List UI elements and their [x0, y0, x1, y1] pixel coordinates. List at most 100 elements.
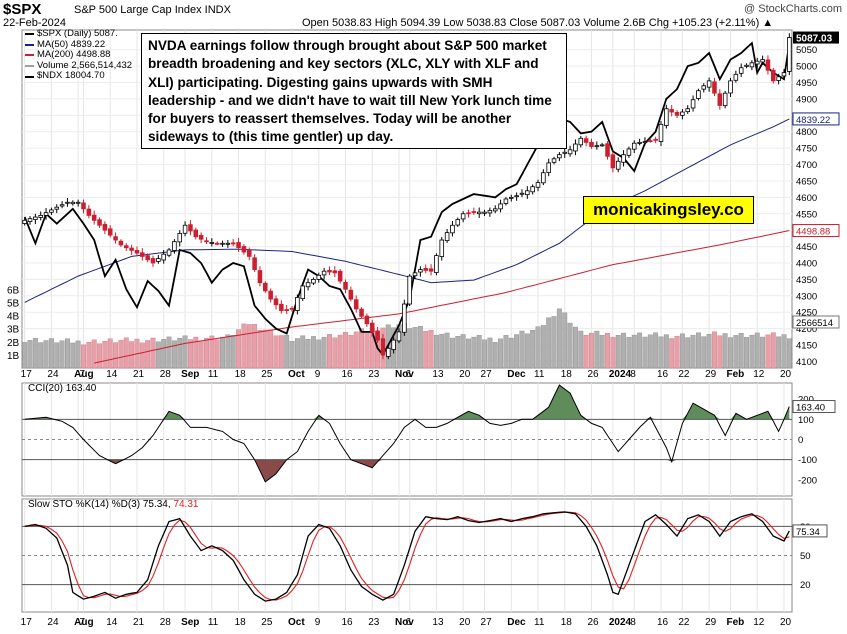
candlestick — [439, 239, 445, 257]
x-tick-label: 28 — [160, 369, 172, 380]
sto-value-label: 75.34 — [796, 527, 820, 538]
ma-value-label: 4839.22 — [796, 115, 830, 126]
volume-bar — [412, 327, 418, 369]
x-tick-label: 16 — [342, 617, 354, 628]
candlestick — [172, 241, 177, 251]
x-tick-label: 23 — [368, 617, 380, 628]
x-tick-label: 16 — [657, 617, 669, 628]
cci-overbought-fill — [24, 385, 790, 420]
volume-bar — [594, 330, 600, 369]
candlestick — [508, 196, 514, 199]
candlestick — [161, 253, 166, 261]
volume-bar — [546, 317, 552, 369]
candlestick — [541, 172, 546, 184]
price-tick-label: 4250 — [796, 308, 817, 319]
candlestick — [744, 64, 749, 67]
x-tick-label: 13 — [432, 369, 444, 380]
volume-bar — [123, 337, 129, 369]
x-tick-label: 12 — [753, 369, 765, 380]
volume-bar — [530, 330, 536, 369]
volume-bar — [316, 339, 322, 369]
volume-bar — [300, 335, 306, 369]
candlestick — [594, 145, 600, 148]
volume-bar — [621, 332, 627, 369]
x-tick-label: 8 — [630, 617, 636, 628]
volume-bar — [407, 328, 413, 369]
ma200-line — [94, 230, 790, 364]
volume-bar — [113, 342, 119, 369]
x-tick-label: 16 — [342, 369, 354, 380]
volume-bar — [685, 337, 691, 369]
volume-bar — [653, 332, 659, 369]
candlestick — [38, 215, 43, 218]
x-tick-label: 20 — [780, 369, 792, 380]
candlestick — [102, 223, 108, 231]
cci-legend-text: CCI(20) 163.40 — [28, 383, 97, 394]
candlestick — [423, 267, 428, 271]
candlestick — [738, 67, 744, 74]
volume-bar — [631, 334, 637, 369]
candlestick — [626, 148, 632, 156]
candlestick — [396, 331, 402, 342]
volume-bar — [337, 334, 343, 369]
x-tick-label: 14 — [106, 617, 118, 628]
x-tick-label: 7 — [79, 369, 85, 380]
sto-panel-label: Slow STO %K(14) %D(3) 75.34, 74.31 — [28, 499, 198, 510]
candlestick — [749, 62, 755, 68]
candlestick — [198, 234, 204, 240]
volume-bar — [268, 329, 274, 369]
candlestick — [562, 151, 568, 154]
volume-bar — [524, 333, 530, 369]
x-tick-label: Aug — [74, 617, 93, 628]
x-tick-label: 8 — [630, 369, 636, 380]
volume-bar — [760, 336, 766, 369]
x-tick-label: 18 — [235, 369, 247, 380]
candlestick — [418, 269, 423, 273]
candlestick — [722, 92, 728, 107]
volume-bar — [246, 324, 252, 369]
volume-bar — [161, 339, 167, 369]
chart-date: 22-Feb-2024 — [3, 17, 66, 29]
candlestick — [492, 208, 498, 212]
volume-bar — [305, 338, 311, 369]
candlestick — [268, 290, 273, 300]
volume-bar — [86, 342, 92, 369]
candlestick — [733, 73, 739, 81]
cci-oversold-fill — [24, 459, 790, 482]
candlestick — [557, 154, 562, 159]
candlestick — [375, 330, 380, 341]
candlestick — [337, 270, 343, 282]
volume-bar — [626, 336, 632, 369]
candlestick — [690, 99, 696, 109]
volume-bar — [177, 337, 183, 369]
volume-bar — [65, 338, 70, 369]
x-tick-label: 21 — [133, 617, 145, 628]
stockcharts-credit: @ StockCharts.com — [744, 3, 842, 15]
volume-bar — [589, 332, 594, 369]
volume-bar — [450, 337, 455, 369]
candlestick — [642, 141, 648, 143]
x-tick-label: 21 — [133, 369, 145, 380]
volume-bar — [610, 337, 616, 369]
volume-bar — [145, 340, 151, 369]
x-tick-label: 6 — [406, 617, 412, 628]
candlestick — [637, 141, 642, 144]
volume-bar — [278, 335, 284, 369]
candlestick — [348, 289, 354, 300]
volume-bar — [214, 339, 220, 369]
legend-swatch — [25, 54, 34, 57]
volume-bar — [572, 326, 578, 369]
candlestick — [760, 59, 765, 63]
x-tick-label: Dec — [507, 369, 526, 380]
brand-watermark: monicakingsley.co — [583, 196, 754, 224]
x-tick-label: 11 — [208, 617, 219, 628]
volume-bar — [444, 332, 450, 369]
candlestick — [75, 201, 81, 204]
sto-d-value: 74.31 — [173, 499, 199, 510]
volume-bar — [81, 344, 86, 369]
volume-bar — [332, 337, 338, 369]
volume-bar — [492, 342, 498, 369]
candlestick — [257, 270, 263, 284]
x-tick-label: 22 — [678, 617, 690, 628]
price-tick-label: 5050 — [796, 45, 817, 56]
